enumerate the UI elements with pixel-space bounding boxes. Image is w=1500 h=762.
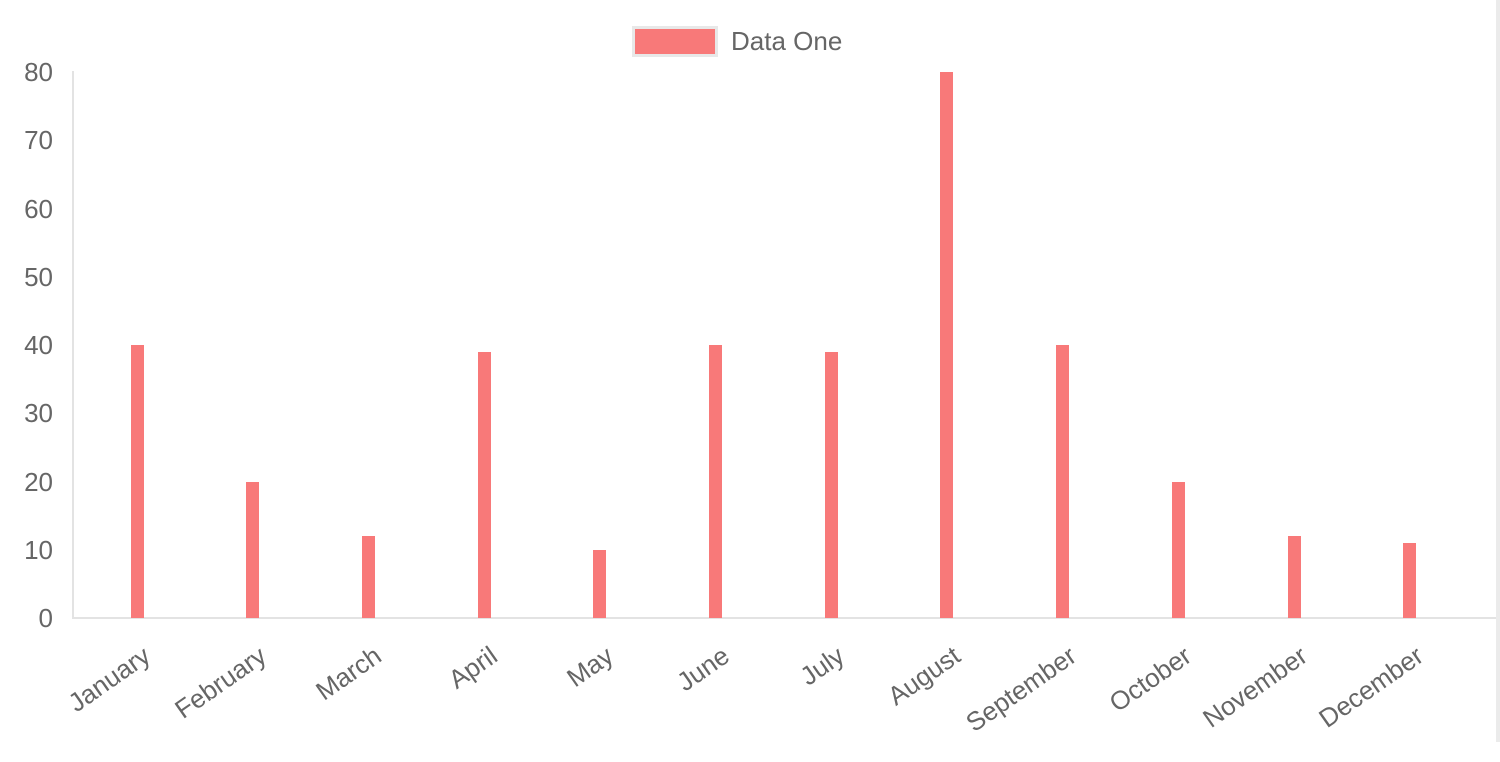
legend-item[interactable]: Data One xyxy=(632,26,842,57)
bar-may[interactable] xyxy=(593,549,607,618)
y-tick-label: 40 xyxy=(24,330,53,360)
y-tick-label: 20 xyxy=(24,466,53,497)
bar-november[interactable] xyxy=(1287,536,1301,618)
y-tick-label: 70 xyxy=(24,125,53,156)
bar-july[interactable] xyxy=(824,351,838,618)
bar-chart: Data One 0 10 20 30 40 50 60 70 80 January Februa… xyxy=(24,0,1500,742)
legend-label: Data One xyxy=(731,26,843,56)
y-tick-label: 10 xyxy=(24,534,53,565)
y-tick-label: 0 xyxy=(38,603,53,633)
right-edge-border xyxy=(1496,0,1500,742)
y-tick-label: 80 xyxy=(24,57,53,87)
bar-march[interactable] xyxy=(361,536,375,618)
y-tick-label: 30 xyxy=(24,398,53,429)
bar-february[interactable] xyxy=(246,481,260,618)
y-tick-label: 50 xyxy=(24,261,53,292)
bar-october[interactable] xyxy=(1171,481,1185,618)
legend-swatch xyxy=(632,26,718,57)
bar-april[interactable] xyxy=(477,351,491,618)
y-axis-line xyxy=(72,71,74,619)
bar-september[interactable] xyxy=(1056,345,1070,618)
bar-january[interactable] xyxy=(130,345,144,618)
y-tick-label: 60 xyxy=(24,193,53,224)
bar-december[interactable] xyxy=(1403,542,1417,618)
x-axis-line xyxy=(72,617,1496,619)
bar-august[interactable] xyxy=(940,72,954,618)
bar-june[interactable] xyxy=(709,345,722,618)
